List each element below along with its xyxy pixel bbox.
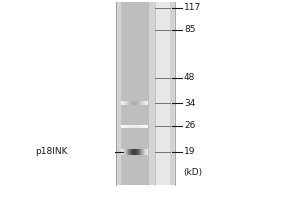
Text: 117: 117: [184, 3, 201, 12]
Text: 85: 85: [184, 25, 196, 34]
Bar: [121, 2, 148, 185]
Text: 48: 48: [184, 73, 195, 82]
Bar: [116, 2, 175, 185]
Bar: [155, 2, 170, 185]
Text: 34: 34: [184, 98, 195, 108]
Text: 19: 19: [184, 148, 196, 156]
Text: (kD): (kD): [183, 168, 202, 177]
Text: 26: 26: [184, 121, 195, 130]
Text: p18INK: p18INK: [35, 148, 68, 156]
